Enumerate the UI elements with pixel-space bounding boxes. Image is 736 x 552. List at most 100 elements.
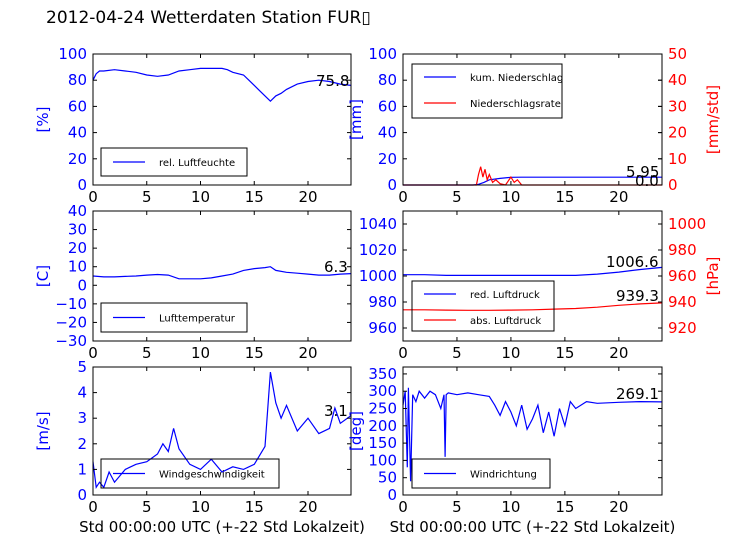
y-tick-label: 60 (68, 97, 87, 115)
x-tick-label: 10 (501, 498, 520, 516)
y-tick-label: 300 (368, 382, 397, 400)
data-annotation: 75.8 (316, 72, 349, 90)
y2-tick-label: 40 (668, 71, 687, 89)
x-tick-label: 5 (452, 498, 462, 516)
figure-title: 2012-04-24 Wetterdaten Station FUR▯ (46, 8, 371, 28)
y-tick-label: 40 (68, 202, 87, 220)
legend-box (411, 280, 555, 332)
y-tick-label: 100 (368, 45, 397, 63)
data-annotation: 5.95 (626, 163, 659, 181)
y-tick-label: 980 (368, 293, 397, 311)
y-tick-label: 50 (378, 469, 397, 487)
series-line-abs-luftdruck (403, 302, 663, 311)
y-tick-label: 960 (368, 319, 397, 337)
y-tick-label: 20 (68, 239, 87, 257)
y-axis-label: [mm] (347, 99, 365, 140)
legend-entry: rel. Luftfeuchte (159, 158, 235, 169)
legend-entry: Windgeschwindigkeit (159, 470, 265, 481)
y-tick-label: 100 (368, 451, 397, 469)
x-tick-label: 5 (142, 344, 152, 362)
axes-frame (92, 53, 352, 186)
y2-tick-label: 10 (668, 150, 687, 168)
legend-entry: Lufttemperatur (159, 314, 236, 325)
y-axis-label: [deg] (347, 411, 365, 451)
y-axis-label: [m/s] (34, 411, 52, 450)
y-tick-label: 350 (368, 365, 397, 383)
y-tick-label: 150 (368, 434, 397, 452)
legend-entry: red. Luftdruck (470, 290, 540, 301)
y-tick-label: 0 (387, 486, 397, 504)
legend-entry: Windrichtung (470, 470, 537, 481)
x-tick-label: 0 (398, 344, 408, 362)
y-tick-label: 40 (378, 124, 397, 142)
y-tick-label: 20 (68, 150, 87, 168)
y-tick-label: 40 (68, 124, 87, 142)
y-tick-label: 80 (378, 71, 397, 89)
data-annotation: 6.3 (324, 258, 348, 276)
x-tick-label: 5 (142, 498, 152, 516)
axes-frame (402, 366, 663, 496)
y-axis-label: [%] (34, 107, 52, 133)
x-tick-label: 15 (555, 188, 574, 206)
legend-box (100, 147, 248, 177)
series-line-red-luftdruck (403, 266, 663, 276)
y-axis-label: [C] (34, 265, 52, 287)
series-line-niederschlagsrate (403, 166, 662, 186)
y-tick-label: 3 (77, 409, 87, 427)
y-tick-label: −20 (55, 313, 87, 331)
data-annotation: 939.3 (616, 287, 659, 305)
y-tick-label: 0 (77, 486, 87, 504)
x-tick-label: 0 (88, 498, 98, 516)
x-tick-label: 10 (191, 498, 210, 516)
y-tick-label: 100 (58, 45, 87, 63)
x-tick-label: 0 (88, 344, 98, 362)
legend-box (411, 63, 563, 119)
series-line-lufttemperatur (92, 266, 352, 280)
y-tick-label: 250 (368, 400, 397, 418)
series-line-rel-luftfeuchte (92, 67, 352, 103)
y2-tick-label: 0 (668, 176, 678, 194)
x-tick-label: 0 (398, 498, 408, 516)
y-tick-label: 1000 (359, 267, 397, 285)
x-tick-label: 0 (398, 188, 408, 206)
y-tick-label: 0 (77, 276, 87, 294)
y2-tick-label: 940 (668, 293, 697, 311)
x-tick-label: 15 (555, 344, 574, 362)
legend-entry: abs. Luftdruck (470, 316, 541, 327)
legend-entry: Niederschlagsrate (470, 99, 561, 110)
data-annotation: 3.1 (324, 402, 348, 420)
y2-axis-label: [mm/std] (704, 85, 722, 154)
y-tick-label: 1040 (359, 215, 397, 233)
legend-box (100, 458, 280, 489)
y2-tick-label: 980 (668, 241, 697, 259)
y-tick-label: 30 (68, 221, 87, 239)
series-line-kum-niederschlag (403, 176, 662, 186)
x-tick-label: 0 (88, 188, 98, 206)
x-tick-label: 20 (609, 498, 628, 516)
y-tick-label: 0 (387, 176, 397, 194)
x-tick-label: 15 (245, 498, 264, 516)
x-tick-label: 20 (298, 498, 317, 516)
x-tick-label: 20 (609, 344, 628, 362)
y-tick-label: 5 (77, 358, 87, 376)
x-tick-label: 15 (245, 188, 264, 206)
x-axis-label: Std 00:00:00 UTC (+-22 Std Lokalzeit) (390, 518, 676, 536)
y-tick-label: 1020 (359, 241, 397, 259)
y2-tick-label: 30 (668, 97, 687, 115)
y-tick-label: 0 (77, 176, 87, 194)
axes-frame (92, 210, 352, 342)
y-tick-label: 4 (77, 384, 87, 402)
axes-frame (402, 53, 663, 186)
legend-box (100, 302, 248, 333)
x-tick-label: 5 (452, 344, 462, 362)
x-tick-label: 10 (501, 188, 520, 206)
series-line-windrichtung (402, 387, 663, 482)
x-tick-label: 20 (298, 188, 317, 206)
y2-tick-label: 920 (668, 319, 697, 337)
x-tick-label: 10 (501, 344, 520, 362)
y-tick-label: −30 (55, 332, 87, 350)
legend-box (411, 458, 551, 489)
x-tick-label: 15 (555, 498, 574, 516)
y2-tick-label: 1000 (668, 215, 706, 233)
